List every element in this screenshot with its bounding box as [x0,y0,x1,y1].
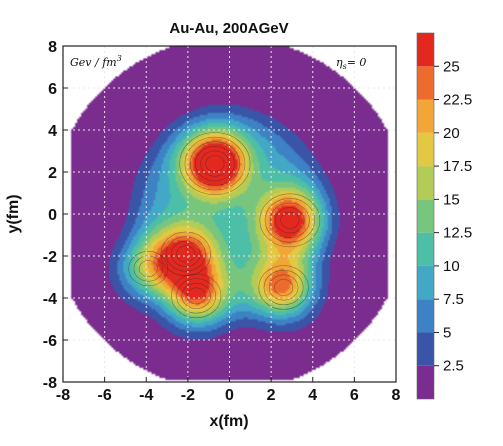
x-tick-label: 0 [225,387,234,404]
colorbar-tick-label: 17.5 [443,158,472,175]
colorbar-segment [417,166,434,200]
colorbar-segment [417,365,434,399]
contour-line [160,231,211,277]
contour-line [171,240,201,267]
x-tick-label: 8 [392,387,401,404]
contour-line [184,136,246,191]
x-tick-label: -6 [98,387,112,404]
colorbar-segment [417,132,434,167]
x-tick-label: -4 [139,387,153,404]
contour-line [181,282,211,309]
y-tick-label: 8 [48,39,57,56]
hotspot-contours [179,132,251,195]
unit-label: Gev / fm [70,56,117,69]
x-tick-label: -8 [56,387,70,404]
x-tick-label: 6 [350,387,359,404]
contour-line [268,274,299,301]
colorbar-segment [417,99,434,133]
contour-line [179,132,251,195]
contour-line [263,269,304,306]
contour-line [274,279,294,296]
y-tick-label: 2 [48,165,57,182]
colorbar-segment [417,299,434,333]
colorbar-segment [417,232,434,266]
contour-line [176,245,196,263]
y-tick-label: -8 [43,375,57,392]
colorbar: 2.5 5 7.5 10 12.5 15 17.5 20 22.5 25 [416,32,472,400]
contour-line [264,198,315,243]
y-tick-label: 4 [48,123,57,140]
hotspot-contours [258,265,309,310]
eta-symbol: η [336,56,343,69]
colorbar-segment [417,199,434,233]
y-axis-ticks: -8 -6 -4 -2 0 2 4 6 8 [43,39,68,392]
unit-exponent: 3 [117,54,122,63]
hotspot-contours [259,193,321,248]
contour-line [165,236,206,272]
contour-line [186,287,206,305]
eta-subscript: s [343,62,347,71]
colorbar-tick-label: 22.5 [443,92,472,109]
colorbar-segment [417,265,434,300]
colorbar-tick-label: 12.5 [443,225,472,242]
colorbar-tick-label: 5 [443,324,451,341]
y-tick-label: 0 [48,207,57,224]
contour-line [269,202,310,238]
x-axis-label: x(fm) [209,413,248,430]
contour-line [176,278,217,314]
colorbar-segment [417,66,434,100]
contour-line [200,150,230,177]
contour-line [259,193,321,248]
contour-line [189,141,241,186]
unit-annotation: Gev / fm3 [70,54,122,69]
plot-area [63,46,396,382]
x-tick-label: -2 [181,387,195,404]
contour-line [128,251,169,287]
eta-value: = 0 [347,56,367,69]
colorbar-tick-label: 15 [443,191,460,208]
colorbar-segment [417,332,434,366]
contour-line [195,146,235,182]
x-axis-ticks: -8 -6 -4 -2 0 2 4 6 8 [56,377,401,404]
colorbar-segment [417,33,434,67]
contour-line [280,211,300,229]
contour-line [138,260,158,277]
hotspot-contours [160,231,211,277]
eta-annotation: ηs= 0 [336,56,366,71]
x-tick-label: 2 [267,387,276,404]
contour-line [258,265,309,310]
colorbar-tick-label: 10 [443,258,460,275]
y-tick-label: -4 [43,291,57,308]
contour-line [275,207,305,234]
y-tick-label: -2 [43,249,57,266]
y-tick-label: -6 [43,333,57,350]
chart-title: Au-Au, 200AGeV [169,20,288,37]
colorbar-tick-label: 7.5 [443,291,464,308]
colorbar-tick-label: 25 [443,58,460,75]
x-tick-label: 4 [308,387,317,404]
colorbar-tick-label: 20 [443,125,460,142]
y-tick-label: 6 [48,81,57,98]
y-axis-label: y(fm) [5,194,22,233]
colorbar-tick-label: 2.5 [443,358,464,375]
grid-lines [63,46,396,382]
colorbar-frame [416,32,435,400]
